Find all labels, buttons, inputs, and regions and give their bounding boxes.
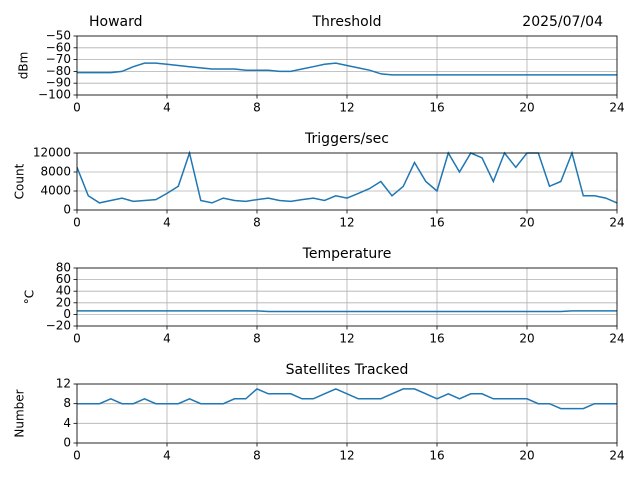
axes-frame (76, 35, 618, 96)
y-tick-label: 4000 (40, 184, 71, 198)
x-tick-label: 0 (73, 332, 81, 346)
title-left: Howard (89, 14, 143, 30)
x-tick-label: 12 (339, 216, 354, 230)
y-tick-label: 0 (63, 436, 71, 450)
y-tick-label: 60 (56, 272, 71, 286)
x-tick-label: 16 (429, 449, 444, 463)
y-tick-label: 12 (56, 377, 71, 391)
y-tick-label: 20 (56, 295, 71, 309)
y-tick-label: 0 (63, 203, 71, 217)
x-tick-label: 4 (163, 332, 171, 346)
y-axis-label: °C (23, 290, 37, 304)
x-tick-label: 8 (253, 216, 261, 230)
x-tick-label: 24 (609, 449, 624, 463)
x-tick-label: 16 (429, 101, 444, 115)
axes-frame (76, 152, 618, 211)
chart-title: Threshold (312, 14, 382, 30)
x-tick-label: 12 (339, 449, 354, 463)
x-tick-label: 20 (519, 449, 534, 463)
x-tick-label: 0 (73, 101, 81, 115)
title-right: 2025/07/04 (522, 14, 603, 30)
y-tick-label: −90 (46, 76, 71, 90)
y-axis-label: dBm (17, 52, 31, 80)
chart-title: Temperature (302, 246, 392, 262)
y-axis-label: Count (13, 163, 27, 199)
y-tick-label: −100 (38, 88, 71, 102)
y-tick-label: −60 (46, 40, 71, 54)
y-tick-label: 40 (56, 284, 71, 298)
y-tick-label: 80 (56, 261, 71, 275)
x-tick-label: 12 (339, 332, 354, 346)
x-tick-label: 4 (163, 216, 171, 230)
x-tick-label: 24 (609, 101, 624, 115)
x-tick-label: 8 (253, 101, 261, 115)
data-line (77, 310, 617, 313)
axes-frame (76, 267, 618, 327)
x-tick-label: 4 (163, 449, 171, 463)
x-tick-label: 8 (253, 332, 261, 346)
x-tick-label: 24 (609, 216, 624, 230)
y-tick-label: 0 (63, 307, 71, 321)
x-tick-label: 12 (339, 101, 354, 115)
x-tick-label: 16 (429, 216, 444, 230)
y-tick-label: −50 (46, 29, 71, 43)
x-tick-label: 8 (253, 449, 261, 463)
x-tick-label: 0 (73, 449, 81, 463)
y-tick-label: −70 (46, 52, 71, 66)
y-tick-label: −20 (46, 319, 71, 333)
x-tick-label: 4 (163, 101, 171, 115)
data-line (77, 62, 617, 76)
x-tick-label: 20 (519, 216, 534, 230)
y-tick-label: 8 (63, 396, 71, 410)
y-tick-label: −80 (46, 64, 71, 78)
x-tick-label: 16 (429, 332, 444, 346)
x-tick-label: 0 (73, 216, 81, 230)
x-tick-label: 24 (609, 332, 624, 346)
chart-title: Triggers/sec (304, 131, 389, 147)
y-tick-label: 8000 (40, 165, 71, 179)
data-line (77, 388, 617, 410)
chart-title: Satellites Tracked (286, 362, 409, 378)
x-tick-label: 20 (519, 101, 534, 115)
y-tick-label: 4 (63, 416, 71, 430)
y-tick-label: 12000 (33, 146, 71, 160)
axes-frame (76, 383, 618, 444)
x-tick-label: 20 (519, 332, 534, 346)
y-axis-label: Number (13, 389, 27, 437)
